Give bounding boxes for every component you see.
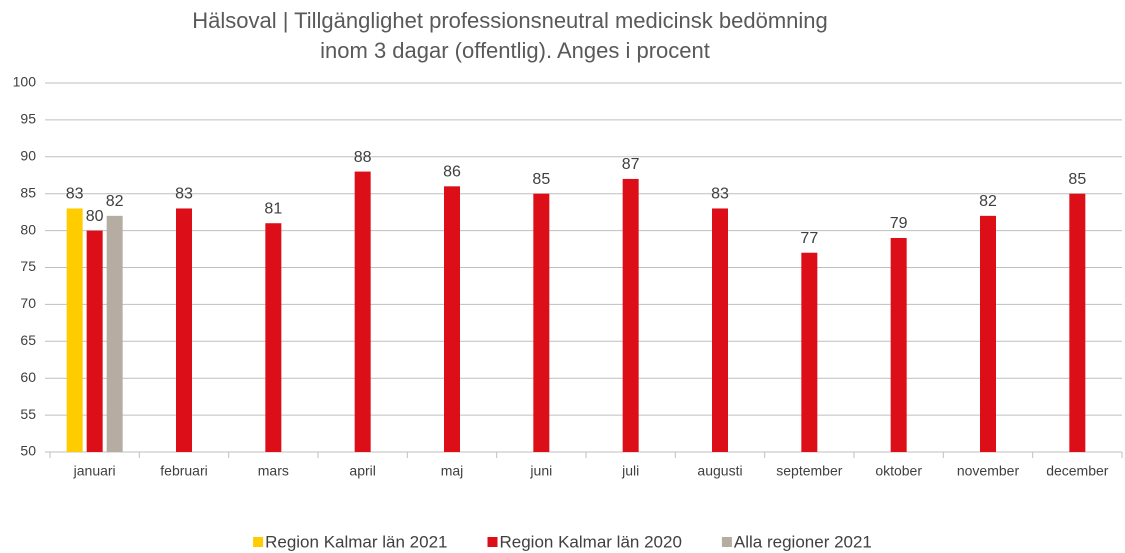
y-tick-label: 90 [20, 148, 36, 164]
chart-title: Hälsoval | Tillgänglighet professionsneu… [192, 8, 828, 33]
bar [354, 171, 371, 452]
value-label: 86 [443, 164, 461, 181]
x-tick-label: juli [621, 463, 639, 479]
x-tick-label: juni [529, 463, 552, 479]
y-tick-label: 85 [20, 184, 36, 200]
bar [801, 252, 818, 452]
bar [176, 208, 192, 452]
x-tick-label: mars [258, 463, 289, 479]
value-label: 87 [622, 156, 640, 173]
legend-swatch [721, 537, 732, 547]
bar [712, 208, 728, 452]
bar [66, 208, 83, 452]
bar [980, 215, 996, 452]
value-label: 81 [264, 200, 282, 217]
y-tick-label: 75 [20, 258, 36, 274]
y-tick-label: 55 [20, 406, 36, 422]
value-label: 82 [979, 193, 997, 210]
value-label: 85 [1068, 171, 1086, 188]
bar [106, 215, 123, 452]
legend-swatch [253, 537, 264, 547]
x-tick-label: april [349, 463, 375, 479]
value-label: 82 [106, 193, 124, 210]
bar [533, 193, 550, 452]
y-tick-label: 50 [20, 443, 36, 459]
y-tick-label: 65 [20, 332, 36, 348]
x-tick-label: augusti [697, 463, 742, 479]
value-label: 83 [175, 186, 193, 203]
bar [265, 223, 282, 452]
value-label: 83 [711, 186, 729, 203]
bar [890, 237, 907, 452]
value-label: 80 [86, 208, 104, 225]
value-label: 85 [532, 171, 550, 188]
bar [622, 178, 639, 452]
y-tick-label: 60 [20, 369, 36, 385]
legend-label: Alla regioner 2021 [734, 532, 872, 551]
x-tick-label: september [776, 463, 842, 479]
y-tick-label: 95 [20, 111, 36, 127]
value-label: 83 [66, 186, 84, 203]
x-tick-label: maj [441, 463, 464, 479]
value-label: 77 [800, 230, 818, 247]
legend-label: Region Kalmar län 2020 [500, 532, 682, 551]
chart-title: inom 3 dagar (offentlig). Anges i procen… [320, 38, 710, 63]
value-label: 88 [354, 149, 372, 166]
legend-label: Region Kalmar län 2021 [265, 532, 447, 551]
bar [86, 230, 103, 452]
bar [444, 186, 460, 452]
x-tick-label: december [1046, 463, 1109, 479]
x-tick-label: oktober [875, 463, 922, 479]
y-tick-label: 100 [13, 74, 37, 90]
bar [1069, 193, 1086, 452]
y-tick-label: 80 [20, 221, 36, 237]
x-tick-label: januari [73, 463, 116, 479]
y-tick-label: 70 [20, 295, 36, 311]
x-tick-label: februari [160, 463, 207, 479]
legend-swatch [487, 537, 498, 547]
value-label: 79 [890, 215, 908, 232]
x-tick-label: november [957, 463, 1020, 479]
